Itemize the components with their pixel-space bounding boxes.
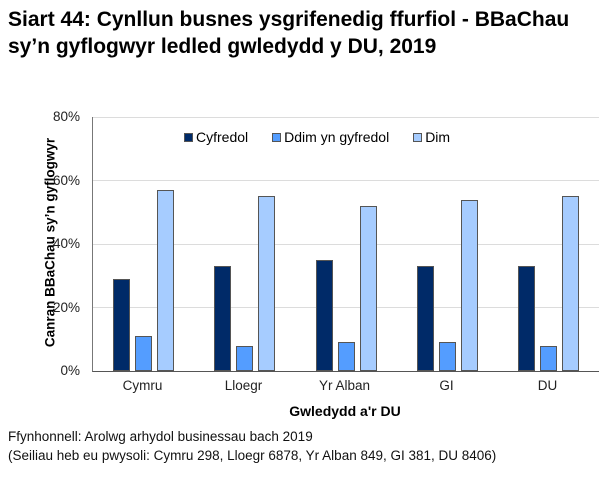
legend-swatch-icon <box>184 132 193 142</box>
sample-bases-line: (Seiliau heb eu pwysoli: Cymru 298, Lloe… <box>8 448 497 463</box>
gridline <box>93 117 599 118</box>
x-tick-gi: GI <box>439 378 454 393</box>
source-note: Ffynhonnell: Arolwg arhydol businessau b… <box>8 427 496 465</box>
bar-lloegr-ddim-yn-gyfredol <box>236 345 254 371</box>
bar-gi-cyfredol <box>416 266 434 371</box>
legend-label: Dim <box>425 129 451 145</box>
x-tick-cymru: Cymru <box>122 378 163 393</box>
legend-swatch-icon <box>272 132 282 142</box>
legend-item-cyfredol: Cyfredol <box>184 129 248 145</box>
y-tick-80: 80% <box>52 109 80 124</box>
legend: Cyfredol Ddim yn gyfredol Dim <box>184 129 450 145</box>
gridline <box>93 244 599 245</box>
gridline <box>93 180 599 181</box>
x-axis-label: Gwledydd a'r DU <box>289 403 401 419</box>
bar-du-dim <box>561 196 579 371</box>
plot-area <box>92 117 599 372</box>
y-tick-20: 20% <box>52 300 80 315</box>
bar-cymru-ddim-yn-gyfredol <box>135 336 153 371</box>
bar-yr-alban-cyfredol <box>315 259 333 371</box>
legend-label: Cyfredol <box>196 129 249 145</box>
x-tick-yr-alban: Yr Alban <box>318 378 371 393</box>
bar-yr-alban-dim <box>359 205 377 371</box>
bar-gi-dim <box>460 199 478 371</box>
bar-yr-alban-ddim-yn-gyfredol <box>337 342 355 371</box>
legend-item-dim: Dim <box>413 129 450 145</box>
bar-lloegr-dim <box>258 196 276 371</box>
bar-gi-ddim-yn-gyfredol <box>438 342 456 371</box>
legend-swatch-icon <box>413 132 423 142</box>
legend-label: Ddim yn gyfredol <box>284 129 390 145</box>
bar-cymru-dim <box>157 190 175 371</box>
bar-cymru-cyfredol <box>113 278 131 371</box>
source-line: Ffynhonnell: Arolwg arhydol businessau b… <box>8 429 313 444</box>
legend-item-ddim-yn-gyfredol: Ddim yn gyfredol <box>272 129 389 145</box>
chart-title: Siart 44: Cynllun busnes ysgrifenedig ff… <box>8 8 570 58</box>
bar-du-cyfredol <box>517 266 535 371</box>
bar-du-ddim-yn-gyfredol <box>539 345 557 371</box>
y-tick-40: 40% <box>52 236 80 251</box>
x-tick-lloegr: Lloegr <box>224 378 263 393</box>
y-tick-0: 0% <box>60 363 80 378</box>
bar-lloegr-cyfredol <box>214 266 232 371</box>
x-tick-du: DU <box>537 378 558 393</box>
y-tick-60: 60% <box>52 173 80 188</box>
gridline <box>93 307 599 308</box>
